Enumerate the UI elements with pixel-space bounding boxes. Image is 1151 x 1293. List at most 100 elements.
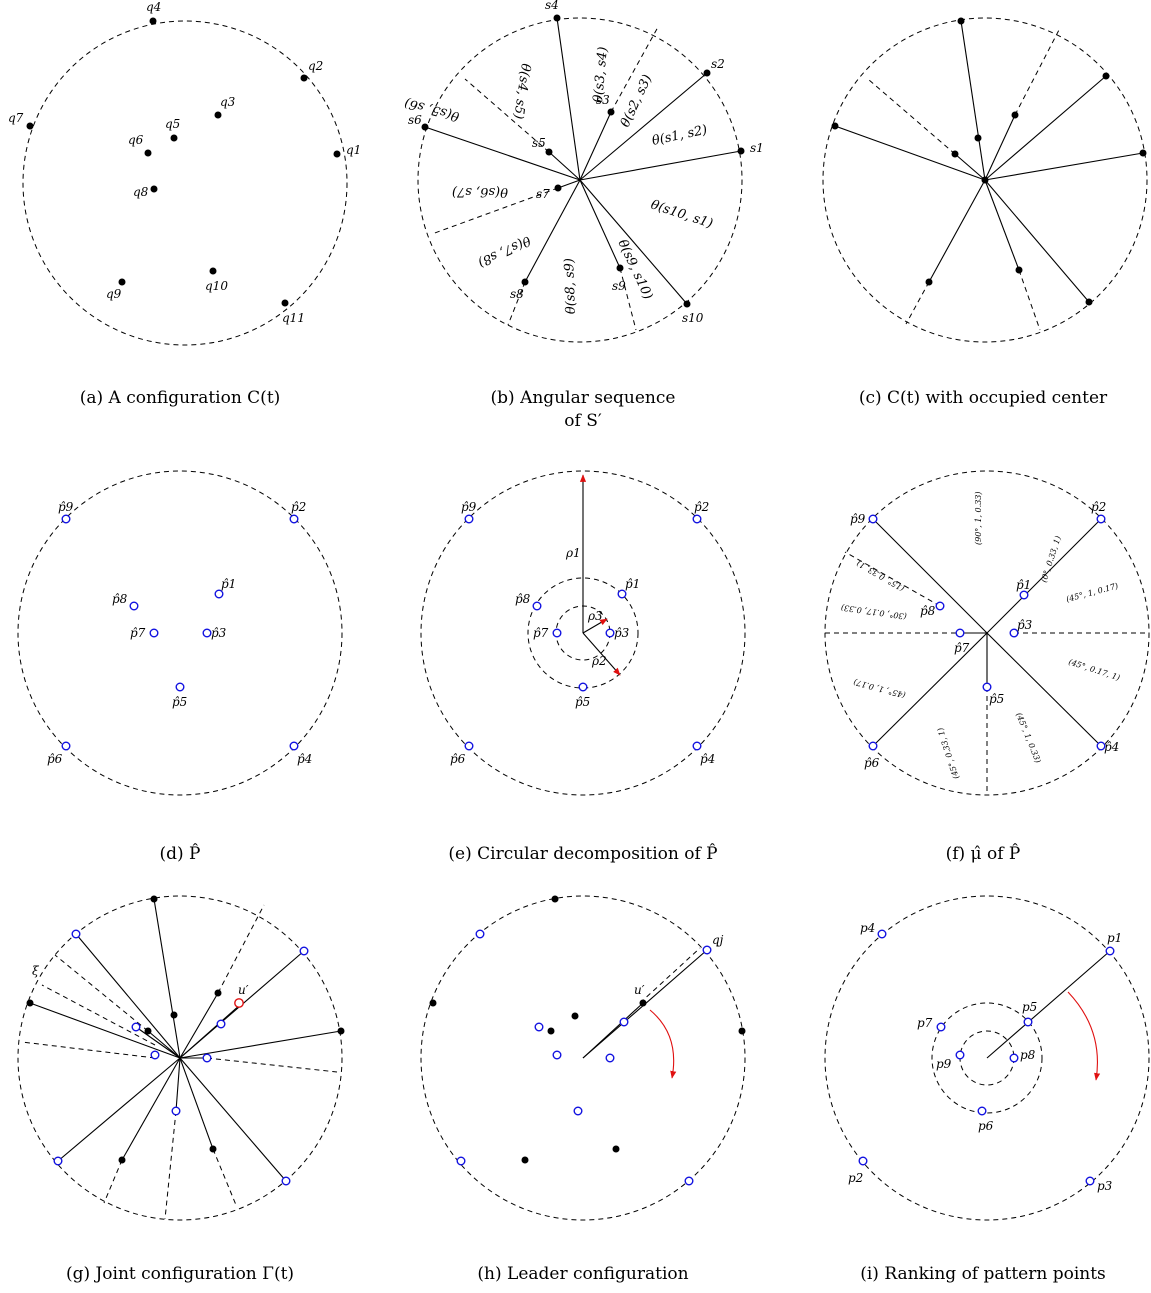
label-p4: p̂4 — [1104, 740, 1119, 754]
label-q9: q9 — [106, 287, 122, 301]
label-p2: p̂2 — [1091, 500, 1106, 514]
label-p9: p̂9 — [461, 500, 477, 514]
reference-ray — [986, 950, 1111, 1059]
label-q10: q10 — [205, 279, 228, 293]
panel-b: s1 s2 s3 s4 s5 s6 s7 s8 s9 s10 θ(s1, s2)… — [403, 0, 764, 343]
robot-points — [831, 17, 1147, 306]
point-q6 — [144, 149, 152, 157]
label-p6: p̂6 — [450, 752, 466, 766]
label-q5: q5 — [165, 117, 180, 131]
middle-circle — [931, 1002, 1043, 1114]
label-p3: p3 — [1097, 1179, 1113, 1193]
boundary-circle — [17, 895, 343, 1221]
point-q9 — [118, 278, 126, 286]
label-q4: q4 — [146, 0, 161, 14]
label-p1: p̂1 — [221, 577, 236, 591]
label-p5: p̂5 — [575, 695, 590, 709]
panel-c — [822, 17, 1148, 343]
label-q1: q1 — [346, 143, 361, 157]
label-q2: q2 — [308, 59, 323, 73]
panel-a: q1 q2 q3 q4 q5 q6 q7 q8 q9 q10 q11 — [8, 0, 361, 346]
label-p2: p2 — [848, 1171, 863, 1185]
angle-s3-s4: θ(s3, s4) — [591, 46, 611, 103]
label-p2: p̂2 — [291, 500, 306, 514]
label-s10: s10 — [682, 311, 704, 325]
caption-c: (c) C(t) with occupied center — [858, 388, 1108, 408]
sector-1: (90°, 1, 0.33) — [974, 492, 983, 546]
panel-f: p̂1 p̂2 p̂3 p̂4 p̂5 p̂6 p̂7 p̂8 p̂9 (90°… — [824, 470, 1150, 796]
label-s8: s8 — [510, 287, 524, 301]
panel-g: u′ ξ — [17, 895, 345, 1221]
radius-rho2 — [582, 632, 621, 676]
caption-h: (h) Leader configuration — [477, 1264, 689, 1284]
label-s3: s3 — [596, 93, 610, 107]
pattern-points — [464, 514, 702, 751]
boundary-circle — [824, 895, 1150, 1221]
leader-ray-2 — [582, 1002, 644, 1059]
label-s7: s7 — [536, 187, 550, 201]
label-rho1: ρ1 — [565, 546, 581, 560]
pattern-points — [858, 929, 1115, 1186]
label-u-prime: u′ — [634, 983, 645, 997]
panel-h: u′ qj — [420, 895, 746, 1221]
panel-e: p̂1 p̂2 p̂3 p̂4 p̂5 p̂6 p̂7 p̂8 p̂9 ρ1 ρ… — [420, 470, 746, 796]
label-xi: ξ — [32, 964, 40, 978]
label-p7: p̂7 — [130, 626, 146, 640]
angle-s6-s7: θ(s6, s7) — [452, 184, 508, 199]
caption-a: (a) A configuration C(t) — [79, 388, 281, 408]
robot-points — [26, 895, 345, 1185]
rays — [424, 17, 742, 331]
label-rho2: ρ2 — [591, 654, 607, 668]
label-p7: p̂7 — [954, 641, 970, 655]
rays — [825, 518, 1149, 795]
boundary-circle — [17, 470, 343, 796]
label-p8: p̂8 — [515, 592, 531, 606]
caption-g: (g) Joint configuration Γ(t) — [65, 1264, 295, 1284]
point-q10 — [209, 267, 217, 275]
point-q7 — [26, 122, 34, 130]
point-q4 — [149, 17, 157, 25]
label-p4: p4 — [860, 921, 875, 935]
angle-s8-s9: θ(s8, s9) — [562, 258, 579, 315]
rotation-arrow — [649, 1009, 677, 1079]
sector-7: (45°, 1, 0.17) — [853, 677, 907, 700]
pattern-points — [53, 929, 309, 1186]
label-p7: p̂7 — [533, 626, 549, 640]
point-q2 — [300, 74, 308, 82]
sector-9: (15°, 0.33, 1) — [855, 559, 906, 594]
angle-s10-s1: θ(s10, s1) — [649, 198, 715, 232]
label-p6: p̂6 — [864, 756, 880, 770]
label-p9: p̂9 — [850, 512, 866, 526]
pattern-points — [456, 929, 712, 1186]
label-p5: p5 — [1022, 1000, 1037, 1014]
label-p4: p̂4 — [297, 752, 312, 766]
sector-4: (45°, 0.17, 1) — [1067, 657, 1121, 682]
boundary-circle — [420, 470, 746, 796]
sector-6: (45°, 0.33, 1) — [936, 727, 961, 781]
robot-points — [26, 17, 341, 307]
label-p7: p7 — [917, 1016, 933, 1030]
caption-b: (b) Angular sequence of S′ — [490, 388, 676, 431]
point-q11 — [281, 299, 289, 307]
point-q5 — [170, 134, 178, 142]
boundary-circle — [22, 20, 348, 346]
label-p6: p6 — [978, 1119, 994, 1133]
label-s9: s9 — [612, 279, 626, 293]
middle-circle — [527, 577, 639, 689]
label-p5: p̂5 — [172, 695, 187, 709]
label-p2: p̂2 — [694, 500, 709, 514]
label-p8: p8 — [1020, 1048, 1036, 1062]
caption-e: (e) Circular decomposition of P̂ — [448, 844, 718, 864]
rotation-arrow — [1067, 991, 1101, 1081]
label-rho3: ρ3 — [587, 609, 603, 623]
label-p8: p̂8 — [112, 592, 128, 606]
sector-8: (30°, 0.17, 0.33) — [840, 603, 907, 621]
label-p1: p̂1 — [1016, 578, 1031, 592]
point-u-prime — [234, 998, 244, 1008]
sequence-points — [421, 14, 745, 308]
radius-rho3 — [582, 618, 608, 634]
label-p3: p̂3 — [211, 626, 227, 640]
caption-i: (i) Ranking of pattern points — [860, 1264, 1106, 1284]
panel-i: p1 p2 p3 p4 p5 p6 p7 p8 p9 — [824, 895, 1150, 1221]
robot-points — [429, 895, 746, 1185]
